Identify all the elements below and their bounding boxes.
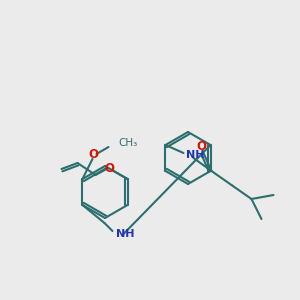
Text: O: O [196, 140, 206, 152]
Text: NH: NH [116, 229, 135, 239]
Text: CH₃: CH₃ [118, 138, 138, 148]
Text: NH: NH [187, 150, 205, 160]
Text: O: O [88, 148, 98, 161]
Text: O: O [104, 161, 115, 175]
